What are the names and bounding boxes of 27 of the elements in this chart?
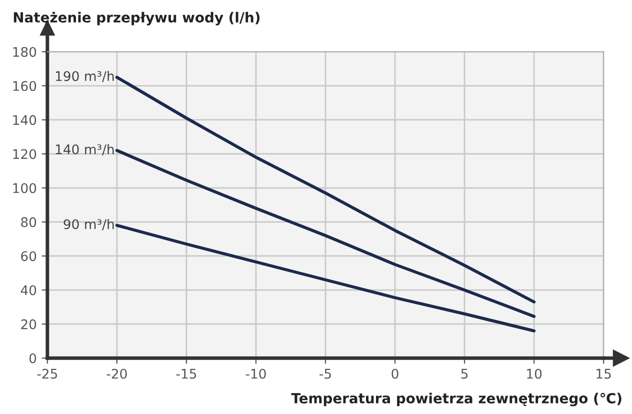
x-tick-label: -5 [320, 368, 331, 379]
x-tick-label: -15 [176, 368, 196, 379]
y-tick-label: 40 [20, 285, 36, 296]
series-label: 140 m³/h [56, 144, 114, 156]
x-tick-label: -25 [37, 368, 58, 379]
y-tick-label: 160 [13, 81, 36, 91]
line-series [115, 224, 536, 332]
y-tick-label: 100 [13, 183, 36, 194]
y-tick-label: 80 [21, 217, 36, 228]
line-series [115, 148, 536, 318]
y-tick-label: 120 [13, 149, 36, 160]
x-tick-label: 10 [527, 368, 542, 379]
y-tick-label: 60 [21, 251, 36, 262]
x-tick-label: 5 [461, 368, 468, 379]
x-tick-label: -20 [106, 368, 127, 379]
x-tick-label: 0 [392, 368, 398, 379]
y-tick-label: 140 [13, 115, 36, 126]
y-tick-label: 20 [21, 319, 36, 330]
y-tick-label: 0 [29, 353, 36, 364]
y-axis-title: Natężenie przepływu wody (l/h) [14, 12, 260, 26]
series-label: 190 m³/h [56, 70, 114, 82]
x-tick-label: 15 [596, 368, 611, 379]
series-label: 90 m³/h [64, 218, 114, 230]
x-axis-title: Temperatura powietrza zewnętrznego (℃) [291, 392, 622, 406]
y-tick-label: 180 [13, 46, 36, 57]
x-tick-label: -10 [246, 368, 266, 379]
line-series [115, 76, 536, 304]
